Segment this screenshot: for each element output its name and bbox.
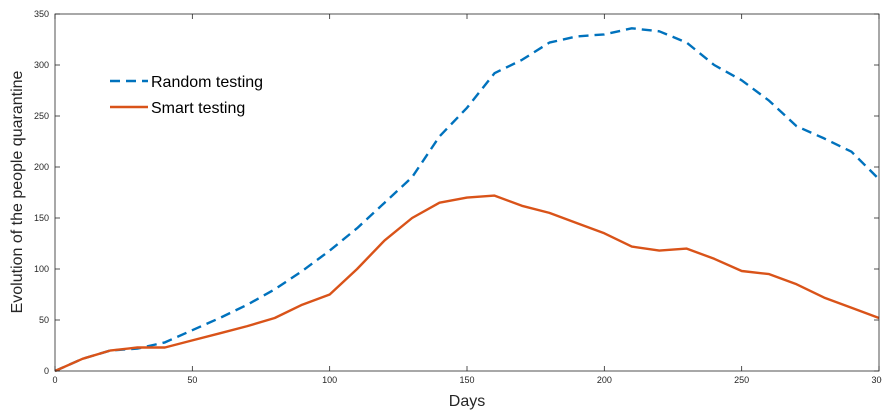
y-tick-label: 300: [34, 60, 49, 70]
legend-label-smart-testing: Smart testing: [151, 100, 245, 117]
y-axis-label: Evolution of the people quarantine: [9, 70, 26, 313]
x-tick-label: 100: [322, 375, 337, 385]
y-tick-label: 150: [34, 213, 49, 223]
x-tick-label: 250: [734, 375, 749, 385]
axis-layer: 0 50 100 150 200 250 300 0 50 100 150 200 250 300 350: [34, 9, 882, 385]
x-tick-label: 150: [459, 375, 474, 385]
x-tick-label: 200: [597, 375, 612, 385]
series-line-smart-testing: [54, 194, 880, 373]
plot-area: [55, 14, 879, 371]
y-tick-label: 100: [34, 264, 49, 274]
y-tick-label: 50: [39, 315, 49, 325]
y-tick-label: 350: [34, 9, 49, 19]
x-tick-label: 0: [52, 375, 57, 385]
x-tick-label: 300: [871, 375, 882, 385]
series-layer: [54, 27, 880, 373]
x-axis-label: Days: [449, 393, 485, 410]
series-line-random-testing: [54, 27, 880, 373]
x-tick-label: 50: [187, 375, 197, 385]
legend-label-random-testing: Random testing: [151, 74, 263, 91]
legend: Random testing Smart testing: [110, 74, 263, 117]
y-tick-label: 250: [34, 111, 49, 121]
y-tick-label: 200: [34, 162, 49, 172]
y-tick-label: 0: [44, 366, 49, 376]
